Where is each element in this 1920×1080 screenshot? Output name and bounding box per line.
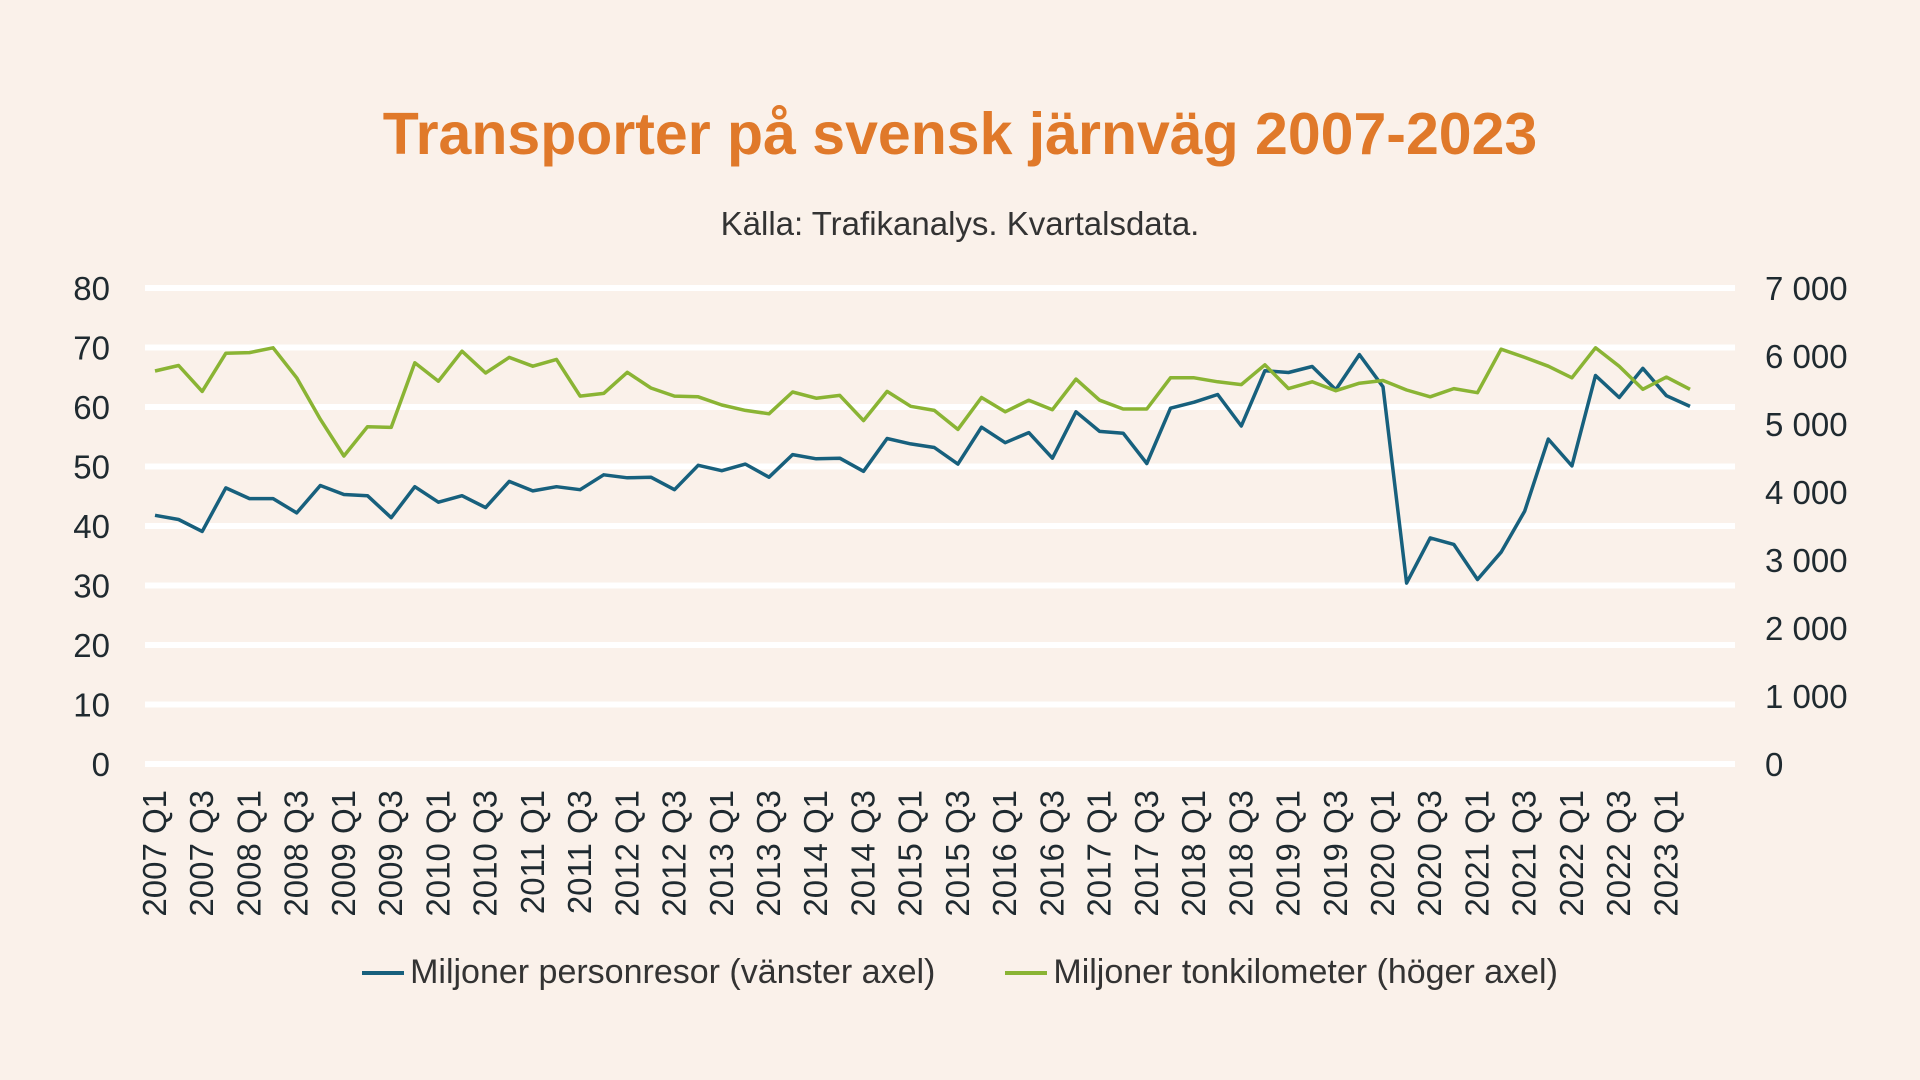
legend-swatch-tonkm	[1005, 970, 1048, 975]
x-tick-label: 2019 Q3	[1317, 790, 1354, 917]
legend-label-passengers: Miljoner personresor (vänster axel)	[410, 953, 936, 991]
legend-swatch-passengers	[362, 970, 405, 975]
series-line-tonkm	[154, 346, 1691, 458]
legend-item-tonkm: Miljoner tonkilometer (höger axel)	[1005, 953, 1558, 992]
legend-item-passengers: Miljoner personresor (vänster axel)	[362, 953, 935, 992]
y-right-tick-label: 2 000	[1765, 610, 1848, 647]
chart-title: Transporter på svensk järnväg 2007-2023	[382, 101, 1538, 167]
x-tick-label: 2017 Q1	[1081, 790, 1118, 917]
x-tick-label: 2021 Q1	[1458, 790, 1495, 917]
x-tick-label: 2009 Q3	[372, 790, 409, 917]
x-tick-label: 2011 Q3	[561, 790, 598, 914]
x-tick-label: 2007 Q1	[136, 790, 173, 917]
chart-subtitle: Källa: Trafikanalys. Kvartalsdata.	[720, 205, 1200, 242]
y-left-tick-label: 40	[73, 508, 110, 545]
x-tick-label: 2020 Q3	[1411, 790, 1448, 917]
x-tick-label: 2018 Q3	[1222, 790, 1259, 917]
y-left-tick-label: 0	[92, 746, 110, 783]
x-tick-label: 2014 Q1	[797, 790, 834, 917]
y-right-tick-label: 5 000	[1765, 406, 1848, 443]
y-right-tick-label: 7 000	[1765, 270, 1848, 307]
x-tick-label: 2011 Q1	[514, 790, 551, 914]
y-left-tick-label: 10	[73, 687, 110, 724]
y-left-tick-label: 80	[73, 270, 110, 307]
x-tick-label: 2008 Q1	[230, 790, 267, 917]
x-tick-label: 2018 Q1	[1175, 790, 1212, 917]
x-tick-label: 2012 Q3	[656, 790, 693, 917]
x-tick-label: 2010 Q3	[467, 790, 504, 917]
x-tick-label: 2016 Q1	[986, 790, 1023, 917]
y-right-tick-label: 1 000	[1765, 678, 1848, 715]
y-left-tick-label: 60	[73, 389, 110, 426]
y-left-tick-label: 50	[73, 449, 110, 486]
x-tick-label: 2014 Q3	[844, 790, 881, 917]
y-right-tick-label: 6 000	[1765, 338, 1848, 375]
x-tick-label: 2015 Q3	[939, 790, 976, 917]
x-tick-label: 2020 Q1	[1364, 790, 1401, 917]
x-tick-label: 2022 Q3	[1600, 790, 1637, 917]
x-tick-label: 2023 Q1	[1647, 790, 1684, 917]
x-tick-label: 2013 Q3	[750, 790, 787, 917]
x-tick-label: 2013 Q1	[703, 790, 740, 917]
y-right-tick-label: 4 000	[1765, 474, 1848, 511]
y-left-tick-label: 20	[73, 627, 110, 664]
y-right-tick-label: 3 000	[1765, 542, 1848, 579]
x-tick-label: 2015 Q1	[892, 790, 929, 917]
y-left-tick-label: 30	[73, 568, 110, 605]
x-tick-label: 2007 Q3	[183, 790, 220, 917]
y-right-tick-label: 0	[1765, 746, 1783, 783]
x-tick-label: 2009 Q1	[325, 790, 362, 917]
x-tick-label: 2012 Q1	[608, 790, 645, 917]
x-tick-label: 2022 Q1	[1553, 790, 1590, 917]
x-tick-label: 2017 Q3	[1128, 790, 1165, 917]
legend-label-tonkm: Miljoner tonkilometer (höger axel)	[1053, 953, 1558, 991]
x-tick-label: 2016 Q3	[1033, 790, 1070, 917]
x-tick-label: 2008 Q3	[278, 790, 315, 917]
series-line-passengers	[154, 352, 1691, 585]
x-tick-label: 2010 Q1	[419, 790, 456, 917]
x-tick-label: 2019 Q1	[1270, 790, 1307, 917]
x-tick-label: 2021 Q3	[1506, 790, 1543, 917]
y-left-tick-label: 70	[73, 330, 110, 367]
legend: Miljoner personresor (vänster axel) Milj…	[0, 953, 1920, 992]
